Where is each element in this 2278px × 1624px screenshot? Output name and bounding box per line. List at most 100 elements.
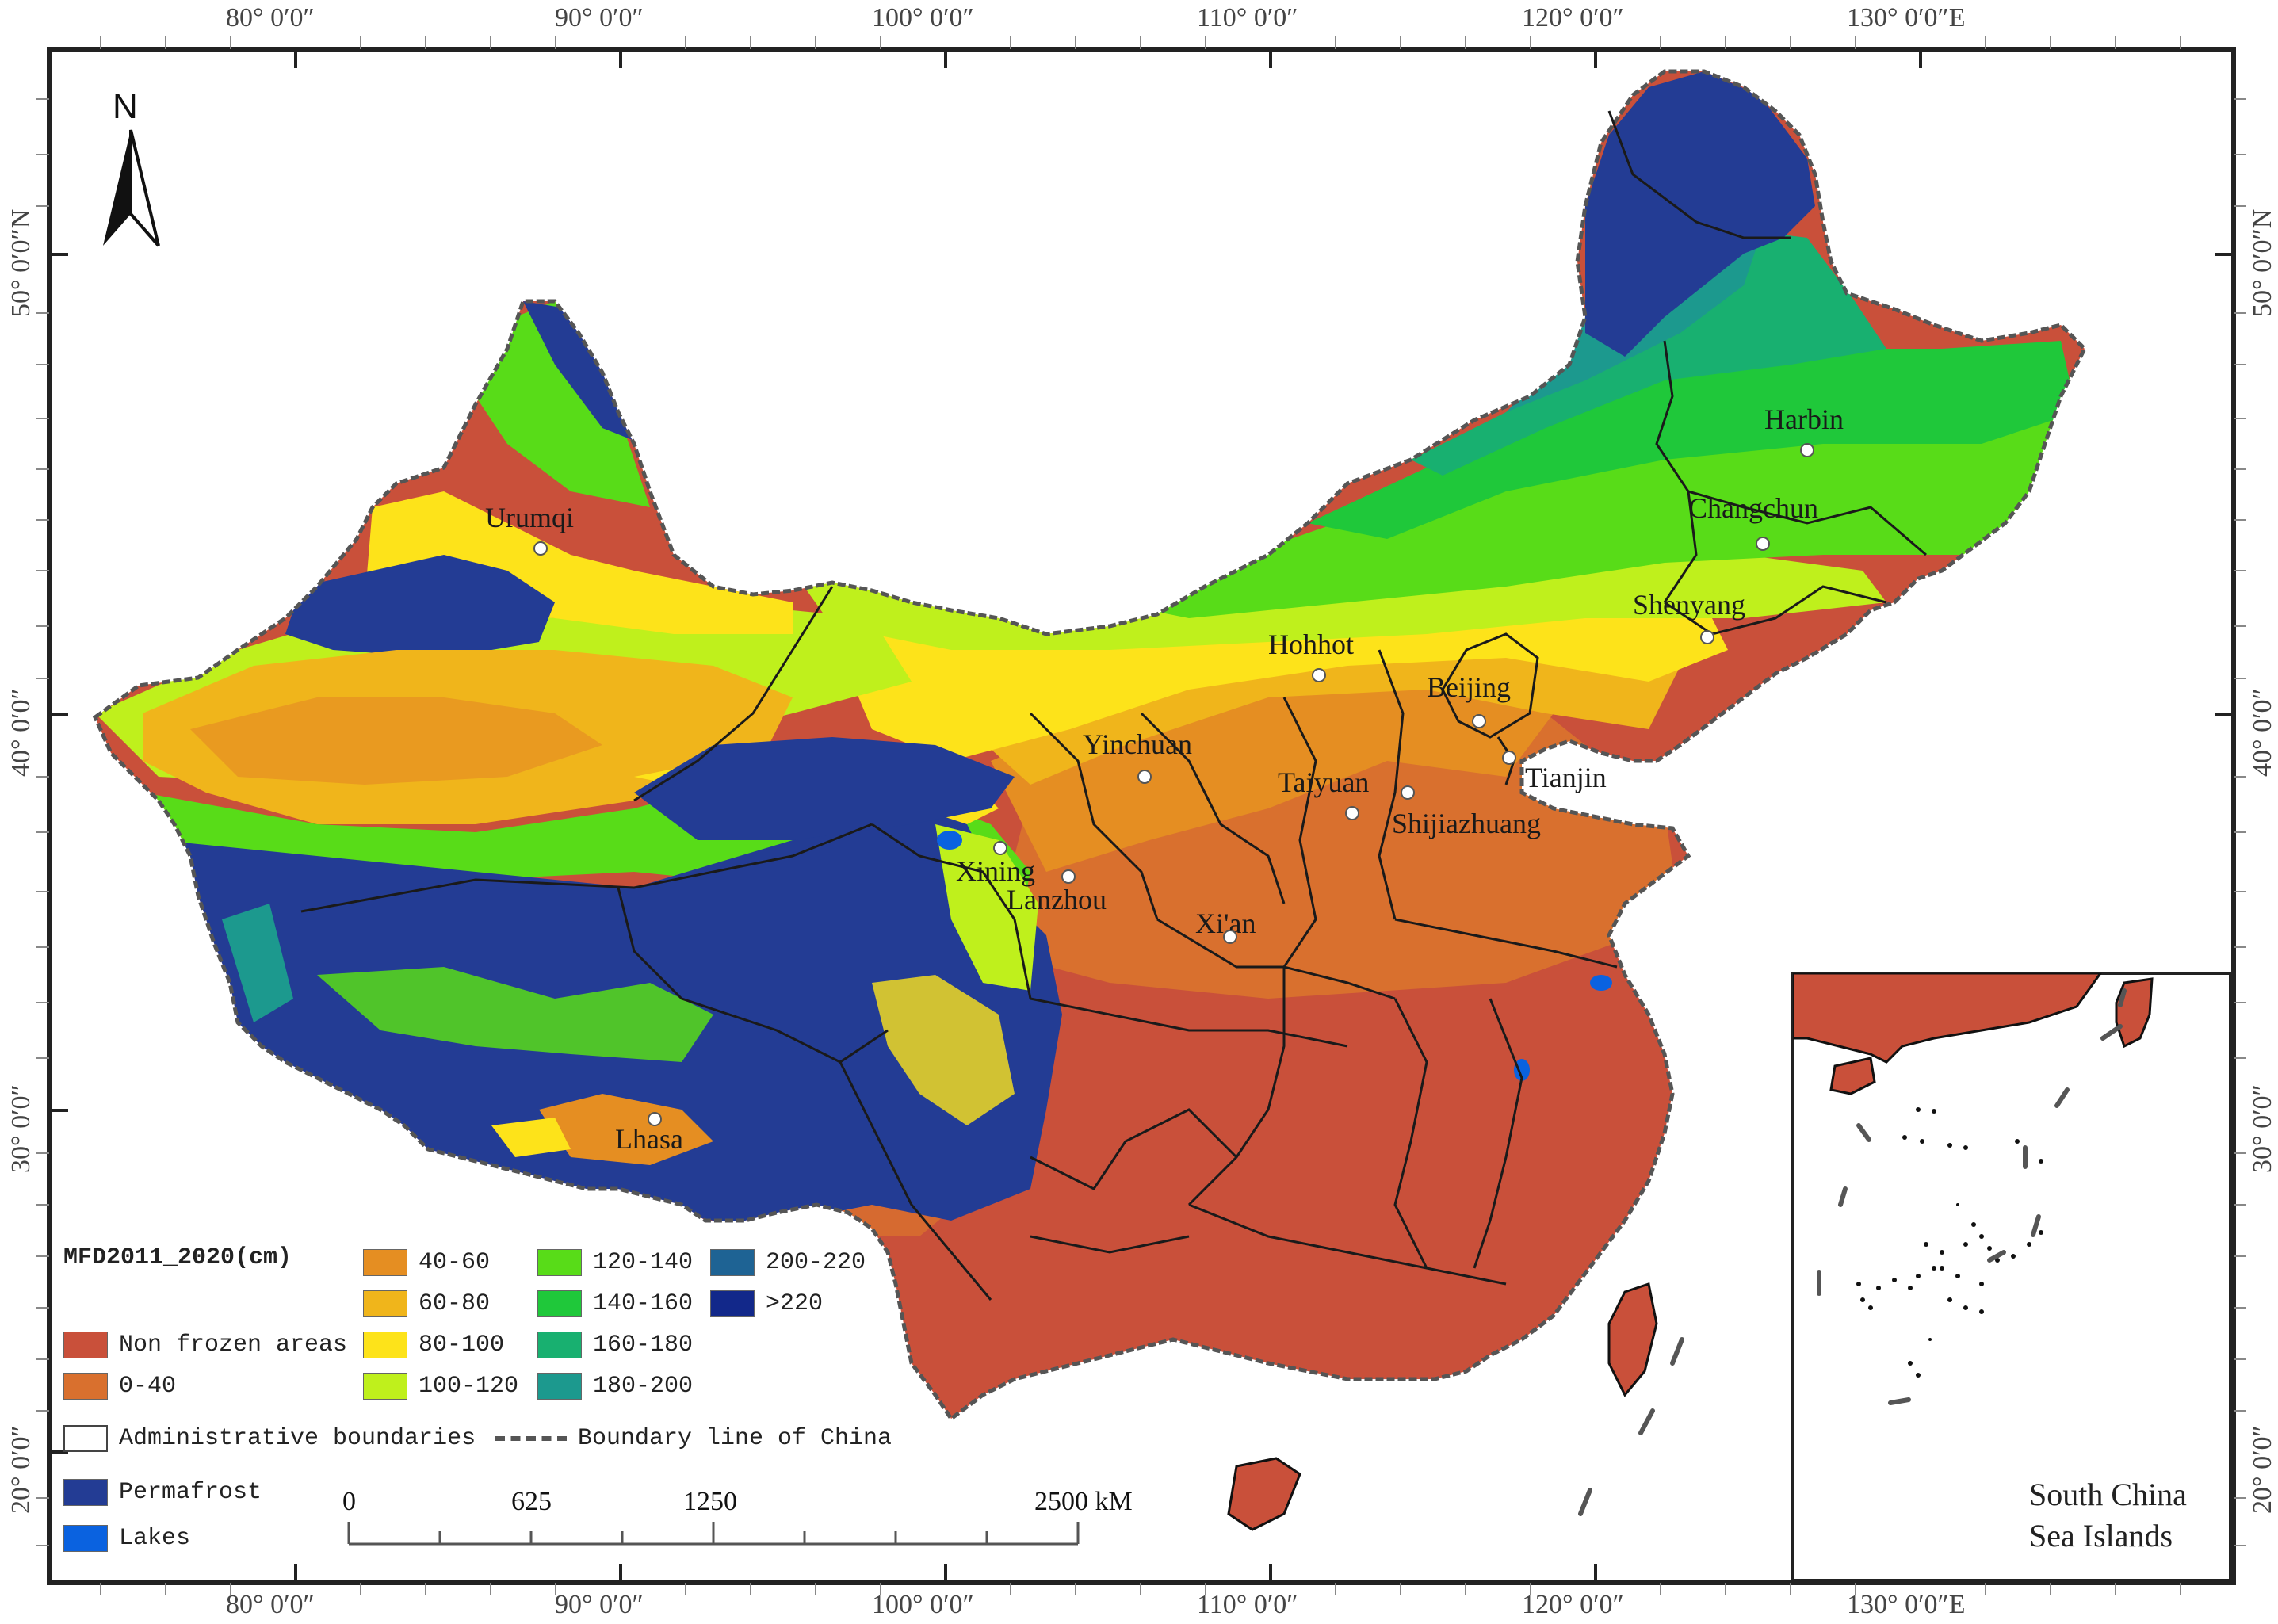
city-marker-shijiazhuang	[1401, 785, 1415, 800]
legend-swatch	[537, 1332, 582, 1358]
scale-label-0: 0	[342, 1487, 356, 1516]
inset-label: South China Sea Islands	[2029, 1474, 2187, 1557]
legend-swatch	[537, 1373, 582, 1400]
city-label-harbin: Harbin	[1764, 403, 1844, 435]
bottom-lon-label-100: 100° 0′0″	[872, 1590, 974, 1619]
city-label-shijiazhuang: Shijiazhuang	[1392, 808, 1541, 839]
north-arrow-label: N	[113, 87, 138, 126]
city-marker-lanzhou	[1061, 869, 1076, 884]
legend-item-china-boundary: Boundary line of China	[495, 1425, 892, 1452]
legend-swatch	[363, 1290, 407, 1317]
legend-item-200-220: 200-220	[710, 1249, 866, 1276]
boundary-line-symbol	[495, 1436, 567, 1441]
legend-label: 180-200	[593, 1373, 694, 1400]
legend-item-180-200: 180-200	[537, 1373, 693, 1400]
legend-label: 40-60	[419, 1249, 491, 1276]
city-label-hohhot: Hohhot	[1268, 629, 1354, 660]
bottom-lon-label-130: 130° 0′0″E	[1847, 1590, 1966, 1619]
top-lon-label-80: 80° 0′0″	[226, 3, 315, 32]
legend-label: 160-180	[593, 1332, 694, 1358]
legend-label: Lakes	[119, 1525, 191, 1552]
north-arrow-icon	[103, 129, 160, 247]
scale-label-1250: 1250	[683, 1487, 737, 1516]
legend-label: 200-220	[766, 1249, 866, 1276]
city-marker-taiyuan	[1345, 806, 1359, 820]
city-marker-xining	[993, 841, 1007, 855]
legend-label: 100-120	[419, 1373, 519, 1400]
city-label-xining: Xining	[956, 855, 1036, 887]
legend-item-60-80: 60-80	[363, 1290, 490, 1317]
china-boundary	[92, 69, 2088, 1422]
top-lon-label-120: 120° 0′0″	[1522, 3, 1624, 32]
legend-swatch	[537, 1290, 582, 1317]
inset-south-china-sea	[1791, 972, 2232, 1582]
legend-item-120-140: 120-140	[537, 1249, 693, 1276]
north-arrow: N	[95, 87, 166, 254]
legend-label: 120-140	[593, 1249, 694, 1276]
lat-minor-ticks	[36, 98, 2246, 1546]
legend-item-lakes: Lakes	[63, 1525, 190, 1552]
bottom-lon-label-120: 120° 0′0″	[1522, 1590, 1624, 1619]
city-marker-tianjin	[1502, 751, 1516, 765]
legend-swatch	[63, 1373, 108, 1400]
city-marker-xian	[1223, 930, 1237, 944]
legend-swatch	[363, 1332, 407, 1358]
legend-label: 0-40	[119, 1373, 177, 1400]
legend-swatch	[63, 1525, 108, 1552]
left-lat-label-50: 50° 0′0″N	[6, 208, 36, 317]
legend-label: 80-100	[419, 1332, 505, 1358]
legend-swatch	[363, 1249, 407, 1276]
legend-label: Non frozen areas	[119, 1332, 348, 1358]
legend-item-admin-boundaries: Administrative boundaries	[63, 1425, 476, 1452]
legend-swatch	[63, 1479, 108, 1506]
legend-label: Boundary line of China	[578, 1425, 892, 1452]
top-lon-label-90: 90° 0′0″	[555, 3, 644, 32]
city-marker-changchun	[1756, 537, 1770, 551]
legend-label: Administrative boundaries	[119, 1425, 476, 1452]
city-marker-shenyang	[1700, 630, 1714, 644]
legend-label: >220	[766, 1290, 824, 1317]
city-label-tianjin: Tianjin	[1525, 762, 1607, 793]
city-label-lanzhou: Lanzhou	[1007, 884, 1107, 915]
city-label-urumqi: Urumqi	[485, 502, 574, 533]
taiwan	[1607, 1282, 1658, 1397]
legend-label: 60-80	[419, 1290, 491, 1317]
bottom-lon-label-80: 80° 0′0″	[226, 1590, 315, 1619]
city-label-beijing: Beijing	[1427, 671, 1511, 703]
hainan	[1227, 1457, 1301, 1531]
scale-label-2500: 2500 kM	[1034, 1487, 1133, 1516]
bottom-lon-label-90: 90° 0′0″	[555, 1590, 644, 1619]
city-marker-lhasa	[648, 1112, 662, 1126]
left-lat-label-30: 30° 0′0″	[6, 1084, 36, 1173]
right-lat-label-20: 20° 0′0″	[2248, 1425, 2277, 1514]
top-lon-label-130: 130° 0′0″E	[1847, 3, 1966, 32]
legend-item-over-220: >220	[710, 1290, 823, 1317]
city-label-changchun: Changchun	[1688, 492, 1818, 524]
legend-swatch	[710, 1249, 755, 1276]
city-marker-beijing	[1472, 714, 1486, 728]
legend-item-0-40: 0-40	[63, 1373, 176, 1400]
lon-minor-ticks	[100, 36, 2181, 1595]
legend-item-non-frozen: Non frozen areas	[63, 1332, 347, 1358]
legend-title: MFD2011_2020(cm)	[63, 1244, 292, 1271]
administrative-boundaries	[300, 110, 1927, 1301]
legend-item-100-120: 100-120	[363, 1373, 518, 1400]
left-lat-label-20: 20° 0′0″	[6, 1425, 36, 1514]
scale-bar	[347, 1522, 1080, 1546]
legend-item-permafrost: Permafrost	[63, 1479, 262, 1506]
legend-label: 140-160	[593, 1290, 694, 1317]
city-label-yinchuan: Yinchuan	[1083, 728, 1192, 760]
legend-swatch	[63, 1425, 108, 1452]
legend-swatch	[537, 1249, 582, 1276]
legend-swatch	[363, 1373, 407, 1400]
legend-label: Permafrost	[119, 1479, 262, 1506]
top-lon-label-100: 100° 0′0″	[872, 3, 974, 32]
left-lat-label-40: 40° 0′0″	[6, 688, 36, 777]
scale-label-625: 625	[511, 1487, 552, 1516]
inset-label-line2: Sea Islands	[2029, 1518, 2173, 1553]
legend-item-40-60: 40-60	[363, 1249, 490, 1276]
top-lon-label-110: 110° 0′0″	[1197, 3, 1298, 32]
city-marker-harbin	[1800, 443, 1814, 457]
